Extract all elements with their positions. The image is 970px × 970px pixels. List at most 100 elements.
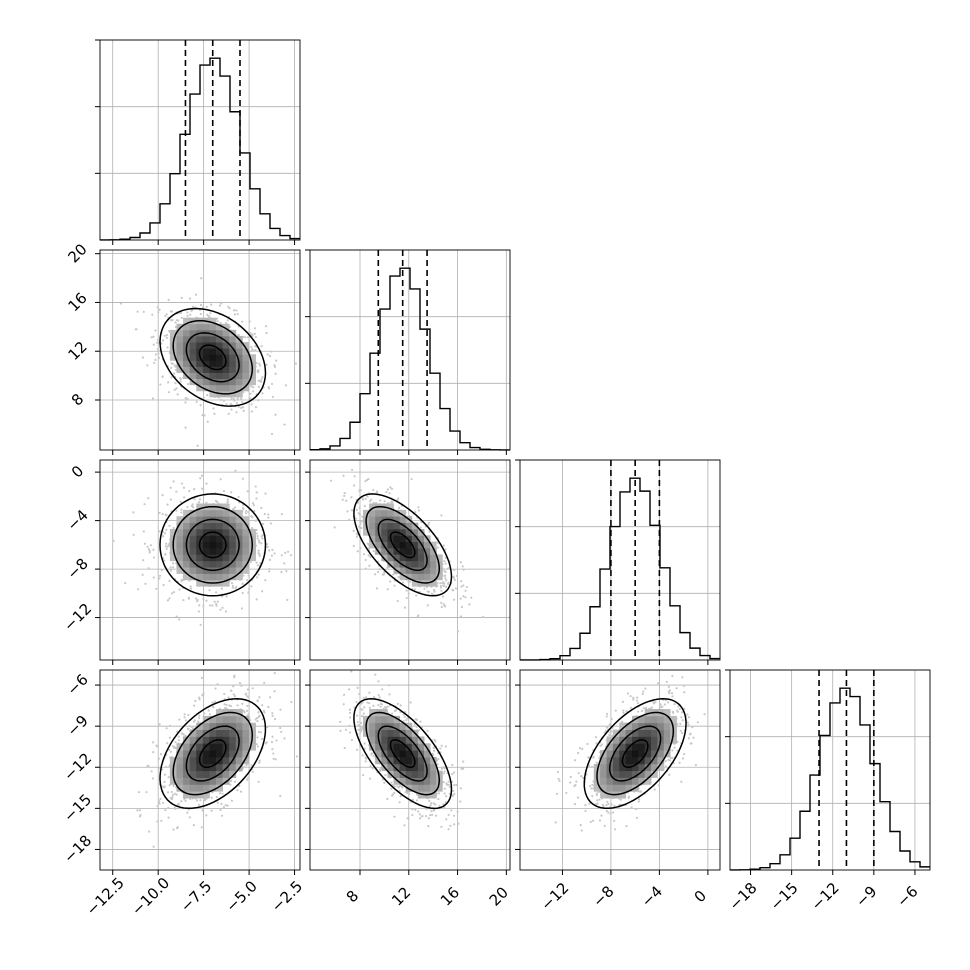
scatter-point [242,574,245,577]
scatter-point [462,584,465,587]
scatter-point [440,514,443,517]
density-cell [229,573,237,581]
density-cell [196,366,204,373]
density-cell [196,522,204,530]
density-cell [222,372,230,380]
density-cell [216,554,224,562]
density-cell [248,722,256,730]
scatter-point [390,487,394,490]
density-cell [222,736,230,744]
scatter-point [186,383,190,386]
scatter-point [259,731,262,734]
scatter-point [164,314,167,318]
density-cell [202,528,210,536]
scatter-point [205,305,208,308]
scatter-point [369,777,372,780]
scatter-point [275,359,278,362]
density-cell [176,323,184,331]
scatter-point [255,362,258,365]
density-cell [216,335,224,343]
scatter-point [442,581,446,585]
density-cell [216,384,224,392]
scatter-point [356,720,359,724]
scatter-point [171,562,175,565]
panel-frame [309,249,511,451]
scatter-point [156,341,159,344]
scatter-point [161,512,164,516]
scatter-point [439,747,442,750]
scatter-point [446,582,450,586]
density-cell [235,348,243,355]
scatter-point [156,805,159,808]
scatter-point [437,792,441,795]
density-cell [235,750,243,758]
density-cell [242,372,250,380]
density-cell [216,750,224,758]
scatter-point [138,809,142,812]
scatter-point [223,692,226,696]
scatter-point [371,767,374,770]
scatter-point [360,526,363,530]
density-cell [202,722,210,730]
density-cell [229,554,237,562]
density-cell [216,509,224,517]
density-cell [417,554,425,562]
density-cell [189,323,197,331]
density-cell [381,554,388,562]
scatter-point [370,753,373,756]
scatter-point [174,325,177,329]
scatter-point [152,741,155,744]
scatter-point [286,598,289,601]
hist-panel-1 [95,39,301,241]
scatter-point [470,596,473,599]
scatter-point [464,596,467,599]
scatter-point [367,554,370,557]
scatter-point [294,362,298,365]
scatter-point [258,362,261,365]
scatter-point [264,492,267,495]
density-cell [216,777,224,785]
scatter-point [454,587,458,590]
scatter-point [198,498,201,501]
density-cell [196,750,204,758]
scatter-point [186,311,189,314]
scatter-point [136,310,139,313]
scatter-point [170,790,173,794]
scatter-point [447,783,450,786]
scatter-point [283,562,286,565]
scatter-point [357,525,361,528]
scatter-point [459,615,463,618]
density-cell [216,323,224,331]
scatter-point [184,397,187,400]
scatter-point [148,551,151,554]
scatter-point [230,491,233,494]
scatter-point [212,706,215,709]
density-cell [202,354,210,361]
scatter-point [167,806,170,810]
scatter-point [453,598,456,601]
scatter-point [201,694,204,697]
scatter-point [455,783,458,787]
density-cell [381,522,388,530]
scatter-point [164,553,167,556]
histogram-step [730,687,930,871]
scatter-point [342,693,346,696]
contour-level-1 [198,739,227,769]
scatter-point [428,799,431,802]
scatter-point [175,509,178,512]
density-cell [424,567,431,574]
scatter-point [359,523,362,526]
density-cell [405,522,413,530]
scatter-point [383,781,386,784]
scatter-point [444,570,447,574]
density-cell [183,554,191,562]
scatter-point [283,423,286,426]
scatter-point [369,555,372,559]
scatter-point [132,511,135,514]
scatter-point [221,606,224,609]
scatter-point [246,714,249,717]
scatter-point [415,725,418,728]
scatter-point [350,496,353,499]
scatter-point [142,310,145,313]
density-cell [248,354,256,361]
